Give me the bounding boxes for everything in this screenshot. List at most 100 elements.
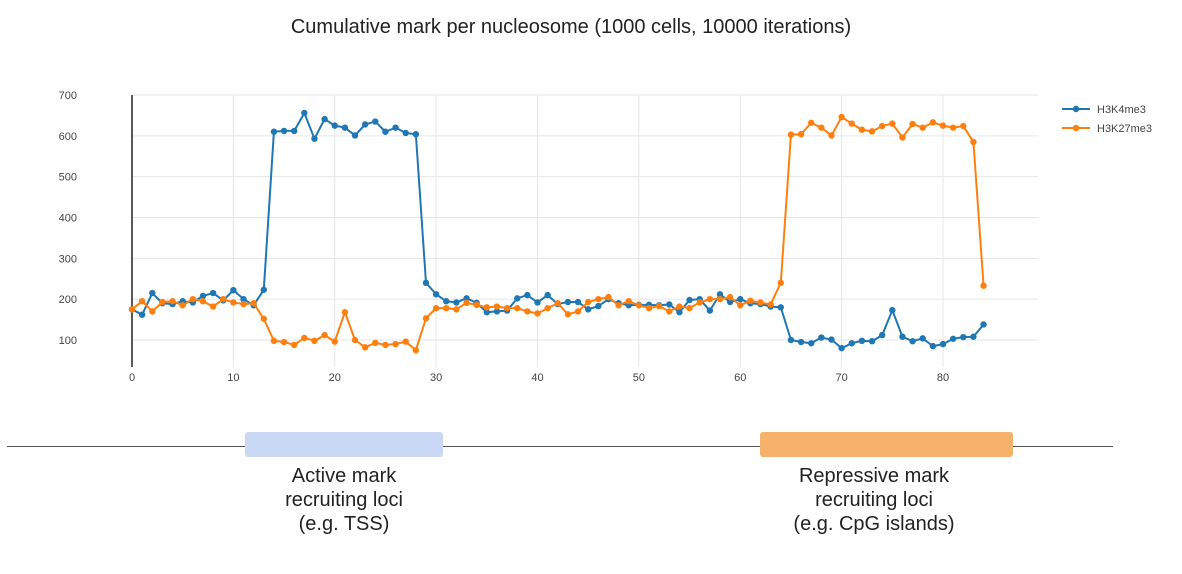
- x-tick-label: 60: [734, 372, 746, 384]
- data-point: [301, 109, 308, 117]
- data-point: [726, 298, 734, 306]
- data-point: [270, 337, 278, 345]
- data-point: [463, 299, 470, 307]
- active-region-label-line2: recruiting loci: [285, 489, 403, 511]
- data-point: [858, 126, 866, 133]
- legend-label: H3K4me3: [1097, 104, 1146, 116]
- data-point: [899, 333, 906, 340]
- data-point: [868, 338, 876, 345]
- x-tick-label: 30: [430, 372, 442, 384]
- data-point: [929, 119, 937, 126]
- data-point: [929, 342, 937, 350]
- data-point: [534, 299, 541, 306]
- data-point: [615, 302, 622, 309]
- y-tick-label: 100: [59, 335, 77, 347]
- data-point: [939, 122, 947, 129]
- data-point: [493, 308, 501, 315]
- data-point: [280, 127, 288, 135]
- data-point: [311, 135, 318, 142]
- data-point: [655, 302, 663, 310]
- data-point: [138, 311, 146, 318]
- data-point: [949, 124, 957, 131]
- data-point: [595, 295, 602, 303]
- data-point: [220, 295, 227, 303]
- data-point: [321, 331, 328, 339]
- series-h3k27me3: [128, 113, 987, 354]
- data-point: [382, 128, 389, 135]
- data-point: [493, 303, 501, 310]
- data-point: [584, 306, 592, 313]
- data-point: [706, 307, 714, 314]
- data-point: [250, 300, 257, 307]
- data-point: [554, 300, 561, 307]
- data-point: [858, 337, 866, 345]
- legend-swatch-marker: [1072, 105, 1080, 113]
- data-point: [291, 127, 298, 135]
- data-point: [909, 120, 916, 128]
- data-point: [899, 134, 906, 141]
- y-tick-label: 300: [59, 253, 77, 265]
- data-point: [149, 289, 156, 297]
- data-point: [960, 333, 967, 341]
- data-point: [260, 315, 267, 322]
- data-point: [453, 299, 460, 306]
- data-point: [625, 298, 632, 305]
- data-point: [149, 308, 156, 315]
- active-region-label-line1: Active mark: [291, 465, 397, 487]
- data-point: [960, 122, 967, 130]
- data-point: [483, 304, 491, 311]
- data-point: [199, 298, 207, 305]
- data-point: [686, 296, 693, 304]
- data-point: [483, 309, 491, 316]
- data-point: [909, 338, 916, 345]
- data-point: [970, 333, 977, 340]
- data-point: [260, 286, 267, 293]
- data-point: [412, 347, 420, 354]
- y-tick-label: 700: [59, 90, 77, 102]
- data-point: [169, 298, 176, 305]
- data-point: [635, 302, 643, 309]
- data-point: [240, 295, 247, 303]
- data-point: [787, 131, 795, 138]
- data-point: [443, 304, 450, 312]
- data-point: [676, 303, 683, 310]
- y-tick-label: 200: [59, 294, 77, 306]
- data-point: [980, 321, 987, 328]
- repressive-region-label-line1: Repressive mark: [798, 465, 950, 487]
- data-point: [595, 302, 602, 310]
- series-line: [131, 116, 985, 352]
- data-point: [818, 124, 825, 131]
- data-point: [372, 118, 379, 125]
- data-point: [574, 298, 582, 306]
- data-point: [473, 301, 480, 309]
- data-point: [747, 297, 754, 304]
- data-point: [868, 128, 876, 135]
- data-point: [889, 306, 896, 314]
- data-point: [524, 291, 531, 299]
- data-point: [848, 340, 855, 347]
- data-point: [676, 309, 683, 316]
- data-point: [534, 310, 541, 317]
- data-point: [808, 340, 815, 347]
- data-point: [422, 279, 430, 287]
- data-point: [666, 301, 673, 308]
- legend: H3K4me3 H3K27me3: [1062, 104, 1152, 135]
- data-point: [230, 286, 237, 294]
- data-point: [392, 124, 399, 131]
- data-point: [159, 298, 166, 306]
- x-tick-label: 40: [531, 372, 543, 384]
- data-point: [797, 338, 805, 346]
- data-point: [453, 306, 460, 313]
- data-point: [291, 341, 298, 349]
- data-point: [949, 335, 957, 342]
- data-point: [230, 299, 237, 306]
- grid-lines: [132, 94, 1038, 367]
- data-point: [128, 306, 136, 313]
- data-point: [351, 336, 359, 344]
- data-point: [919, 124, 926, 131]
- x-tick-label: 80: [937, 372, 949, 384]
- data-point: [787, 336, 795, 344]
- data-point: [209, 303, 217, 310]
- repressive-region-bar: [760, 432, 1013, 457]
